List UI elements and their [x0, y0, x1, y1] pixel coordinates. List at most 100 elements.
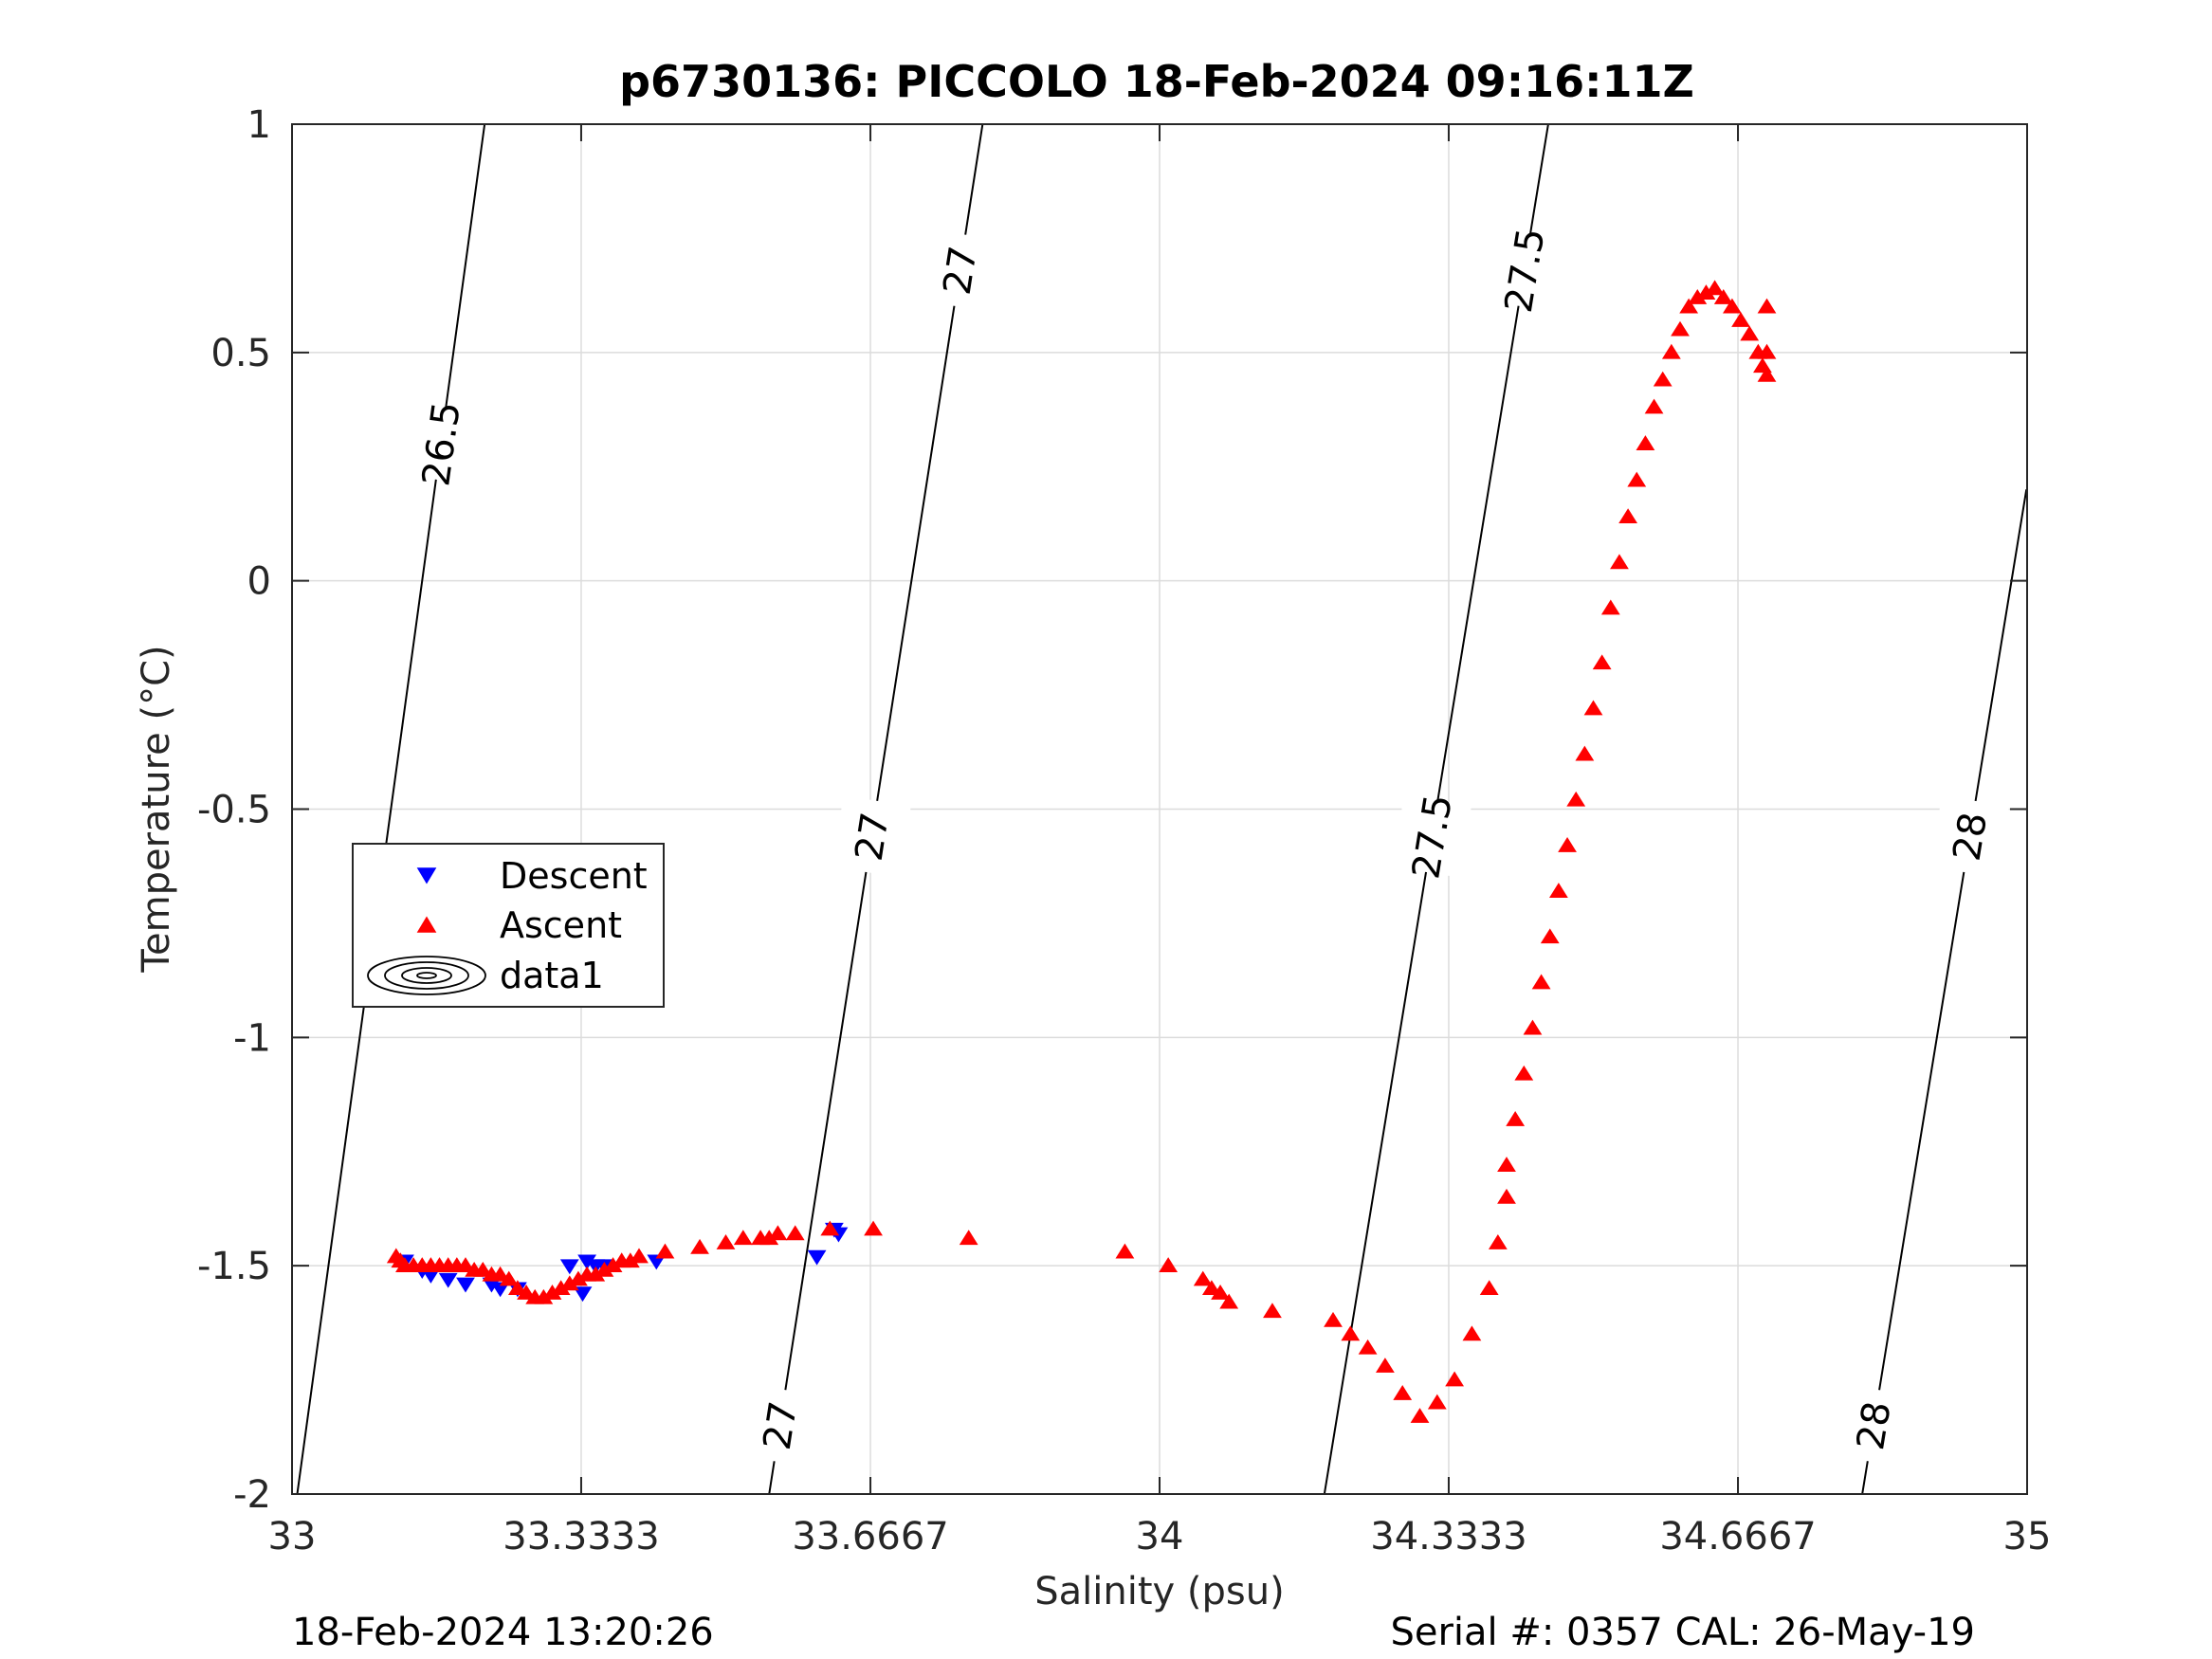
ascent-point [1757, 298, 1777, 314]
contour-label-28: 28 [1946, 810, 1997, 865]
ascent-point [1488, 1234, 1508, 1249]
contour-label-bg [1929, 795, 2010, 878]
ascent-point [716, 1234, 736, 1249]
ascent-point [1731, 312, 1750, 327]
footer-timestamp: 18-Feb-2024 13:20:26 [292, 1611, 714, 1654]
ascent-point [1627, 471, 1647, 487]
ascent-point [1393, 1384, 1413, 1400]
y-tick-label: -1.5 [197, 1245, 271, 1288]
descent-point [573, 1286, 593, 1303]
ascent-point [1600, 599, 1620, 615]
ascent-point [1558, 836, 1577, 852]
legend-data1-label: data1 [500, 955, 604, 996]
y-axis-label: Temperature (°C) [135, 645, 178, 973]
legend-descent-marker [416, 867, 437, 884]
ascent-point [473, 1261, 493, 1277]
ascent-point [820, 1220, 840, 1236]
legend[interactable]: Descent Ascent data1 [352, 843, 665, 1008]
ascent-point [959, 1230, 978, 1246]
ascent-point [1115, 1243, 1135, 1259]
contour-label-bg [402, 403, 480, 484]
descent-point [438, 1272, 458, 1288]
contour-label-bg [1392, 795, 1472, 878]
ascent-point [1610, 554, 1629, 570]
ascent-point [1618, 508, 1638, 524]
ascent-point [1410, 1408, 1430, 1423]
ascent-point [499, 1270, 519, 1286]
ascent-point [1575, 745, 1595, 761]
legend-descent-label: Descent [500, 855, 648, 897]
contour-label-bg [832, 795, 911, 878]
ascent-point [1358, 1339, 1378, 1355]
ascent-point [1636, 435, 1655, 450]
ascent-point [1514, 1065, 1534, 1081]
ascent-point [1566, 791, 1586, 807]
y-tick-label: 0.5 [210, 332, 271, 375]
ascent-point [768, 1225, 788, 1241]
ascent-point [1263, 1303, 1282, 1319]
ascent-point [690, 1238, 709, 1254]
contour-line-26-5 [296, 123, 486, 1495]
ascent-point [1219, 1293, 1239, 1309]
ascent-point [1583, 700, 1603, 716]
ascent-point [1159, 1257, 1179, 1272]
ascent-point [1592, 654, 1612, 670]
contour-label-27: 27 [848, 810, 898, 864]
ascent-point [1757, 366, 1777, 382]
y-tick-label: -2 [233, 1473, 271, 1517]
ascent-point [1671, 320, 1690, 337]
ascent-point [1506, 1110, 1526, 1126]
ascent-point [1427, 1394, 1447, 1410]
y-tick-label: -0.5 [197, 789, 271, 832]
descent-point [559, 1259, 579, 1275]
ascent-point [1497, 1188, 1516, 1204]
ascent-point [1653, 371, 1673, 387]
x-tick-label: 34.6667 [1659, 1515, 1816, 1559]
axis-ticks: 33 33.3333 33.6667 34 34.3333 34.6667 35 -2 -1.5… [197, 103, 2052, 1559]
ascent-point [1713, 288, 1733, 304]
ascent-point [1462, 1325, 1482, 1341]
contour-label-27: 27 [936, 244, 986, 298]
ascent-point [1445, 1371, 1465, 1387]
x-tick-label: 33.3333 [503, 1515, 659, 1559]
ascent-point [1548, 883, 1568, 898]
ascent-point [1193, 1270, 1213, 1286]
ascent-point [785, 1225, 805, 1241]
contour-label-bg [740, 1384, 819, 1467]
contour-label-bg [1834, 1384, 1913, 1468]
contour-label-bg [1485, 228, 1564, 312]
descent-point [456, 1277, 475, 1293]
contour-label-28: 28 [1849, 1398, 1900, 1453]
contour-label-bg [920, 229, 999, 312]
ascent-point [1375, 1358, 1395, 1373]
chart-title: p6730136: PICCOLO 18-Feb-2024 09:16:11Z [619, 56, 1694, 107]
contour-label-27: 27 [756, 1398, 806, 1452]
ascent-point [1201, 1280, 1221, 1296]
ascent-point [1644, 398, 1664, 414]
descent-point [647, 1254, 667, 1270]
ascent-point [1540, 928, 1560, 944]
ascent-point [864, 1220, 883, 1236]
ascent-point [630, 1248, 649, 1264]
ascent-point [655, 1243, 675, 1259]
legend-contour-icon [367, 956, 486, 995]
footer-serial-cal: Serial #: 0357 CAL: 26-May-19 [1390, 1611, 1975, 1654]
data-series [386, 280, 1777, 1423]
x-tick-label: 33.6667 [792, 1515, 948, 1559]
ascent-point [1661, 343, 1681, 359]
x-tick-label: 35 [2003, 1515, 2052, 1559]
ascent-point [1705, 280, 1725, 296]
ascent-point [1740, 325, 1760, 341]
y-tick-label: 1 [247, 103, 271, 147]
x-axis-label: Salinity (psu) [1034, 1570, 1284, 1613]
ascent-point [1722, 298, 1742, 314]
ascent-point [733, 1230, 753, 1246]
descent-point [807, 1249, 827, 1266]
descent-point [490, 1282, 510, 1298]
ascent-point [517, 1285, 536, 1300]
ascent-point [507, 1280, 527, 1296]
y-tick-label: 0 [247, 560, 271, 604]
ascent-point [1531, 974, 1551, 990]
ascent-point [1679, 298, 1699, 314]
